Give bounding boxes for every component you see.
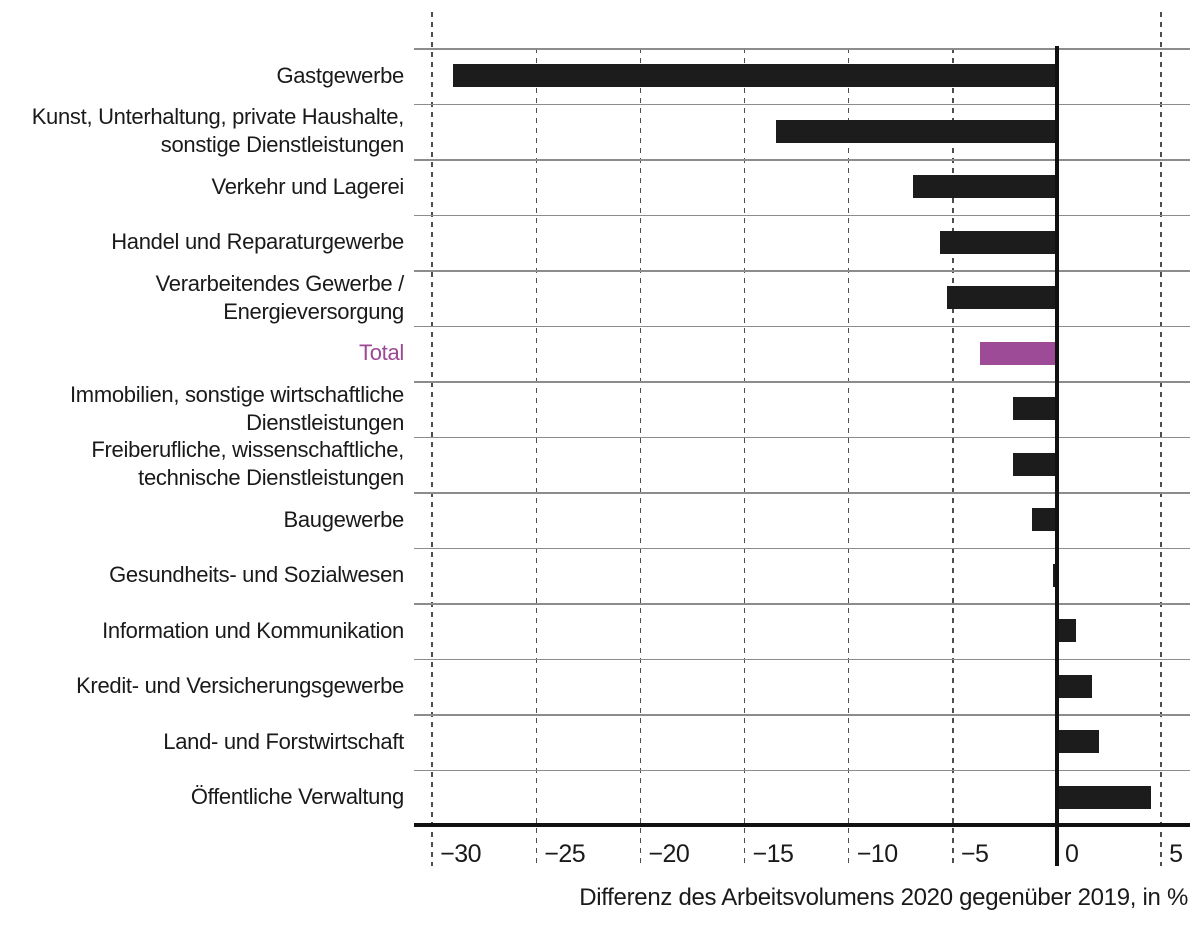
bar xyxy=(1013,397,1057,421)
x-tick-label: −5 xyxy=(960,840,989,868)
bar xyxy=(979,341,1057,365)
x-tick-label: −30 xyxy=(440,840,482,868)
gridline-horizontal xyxy=(414,48,1190,50)
bar xyxy=(1057,785,1151,809)
bar xyxy=(775,119,1057,143)
gridline-vertical xyxy=(743,48,746,866)
gridline-horizontal xyxy=(414,270,1190,272)
x-tick-label: −15 xyxy=(752,840,794,868)
zero-line xyxy=(1055,46,1059,866)
gridline-vertical xyxy=(639,48,642,866)
gridline-vertical xyxy=(1160,12,1162,866)
x-tick-label: −20 xyxy=(648,840,690,868)
gridline-vertical xyxy=(535,48,537,866)
x-tick-label: −25 xyxy=(544,840,586,868)
category-label: Öffentliche Verwaltung xyxy=(190,784,404,810)
category-label: Freiberufliche, wissenschaftliche, techn… xyxy=(91,437,404,491)
category-label: Kunst, Unterhaltung, private Haushalte, … xyxy=(31,104,405,158)
bar xyxy=(1057,619,1076,643)
gridline-horizontal xyxy=(414,769,1190,771)
gridline-horizontal xyxy=(414,714,1190,716)
bar xyxy=(1032,508,1057,532)
bar xyxy=(452,64,1057,88)
category-label: Information und Kommunikation xyxy=(102,617,404,643)
gridline-horizontal xyxy=(414,214,1190,216)
gridline-vertical xyxy=(431,12,433,866)
x-axis-line xyxy=(414,823,1190,827)
category-label: Verkehr und Lagerei xyxy=(211,173,405,199)
gridline-horizontal xyxy=(414,436,1190,438)
bar xyxy=(940,230,1057,254)
category-label: Gastgewerbe xyxy=(276,62,404,88)
gridline-horizontal xyxy=(414,159,1190,161)
bar xyxy=(1057,730,1099,754)
x-tick-label: 5 xyxy=(1169,840,1183,868)
category-label: Handel und Reparaturgewerbe xyxy=(111,229,404,255)
x-axis-label: Differenz des Arbeitsvolumens 2020 gegen… xyxy=(579,884,1188,911)
gridline-vertical xyxy=(847,48,850,866)
gridline-horizontal xyxy=(414,658,1190,660)
x-tick-label: −10 xyxy=(856,840,898,868)
category-label: Gesundheits- und Sozialwesen xyxy=(109,562,404,588)
category-label: Baugewerbe xyxy=(283,506,404,532)
gridline-horizontal xyxy=(414,547,1190,549)
category-label: Verarbeitendes Gewerbe / Energieversorgu… xyxy=(155,270,405,324)
x-tick-label: 0 xyxy=(1065,840,1079,868)
category-label: Land- und Forstwirtschaft xyxy=(163,728,404,754)
gridline-vertical xyxy=(952,48,954,866)
category-label: Total xyxy=(359,340,404,366)
gridline-horizontal xyxy=(414,325,1190,327)
gridline-horizontal xyxy=(414,103,1190,105)
gridline-horizontal xyxy=(414,492,1190,494)
gridline-horizontal xyxy=(414,381,1190,383)
bar xyxy=(1013,452,1057,476)
bar xyxy=(913,175,1057,199)
category-label: Kredit- und Versicherungsgewerbe xyxy=(76,673,404,699)
category-label: Immobilien, sonstige wirtschaftliche Die… xyxy=(69,381,404,435)
bar xyxy=(1057,674,1093,698)
gridline-horizontal xyxy=(414,603,1190,605)
bar xyxy=(1052,563,1057,587)
bar xyxy=(946,286,1057,310)
